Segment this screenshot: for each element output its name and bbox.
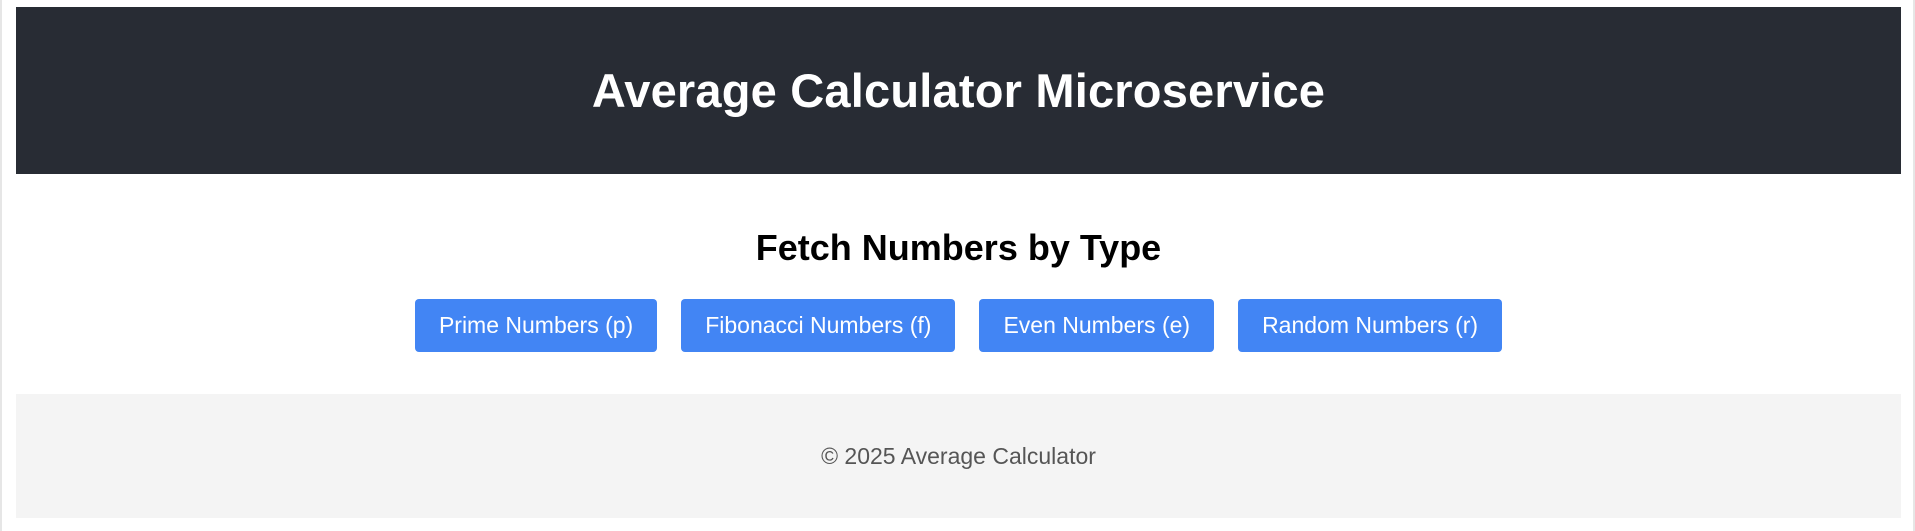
page: Average Calculator Microservice Fetch Nu… xyxy=(16,7,1901,518)
main-content: Fetch Numbers by Type Prime Numbers (p) … xyxy=(16,174,1901,394)
prime-numbers-button[interactable]: Prime Numbers (p) xyxy=(414,299,658,352)
section-title: Fetch Numbers by Type xyxy=(755,227,1162,268)
even-numbers-button[interactable]: Even Numbers (e) xyxy=(979,299,1215,352)
app-footer: © 2025 Average Calculator xyxy=(16,394,1901,518)
app-header: Average Calculator Microservice xyxy=(16,7,1901,174)
number-type-buttons: Prime Numbers (p) Fibonacci Numbers (f) … xyxy=(414,299,1503,352)
page-title: Average Calculator Microservice xyxy=(591,64,1326,117)
random-numbers-button[interactable]: Random Numbers (r) xyxy=(1238,299,1503,352)
fibonacci-numbers-button[interactable]: Fibonacci Numbers (f) xyxy=(681,299,956,352)
copyright-text: © 2025 Average Calculator xyxy=(821,442,1096,469)
